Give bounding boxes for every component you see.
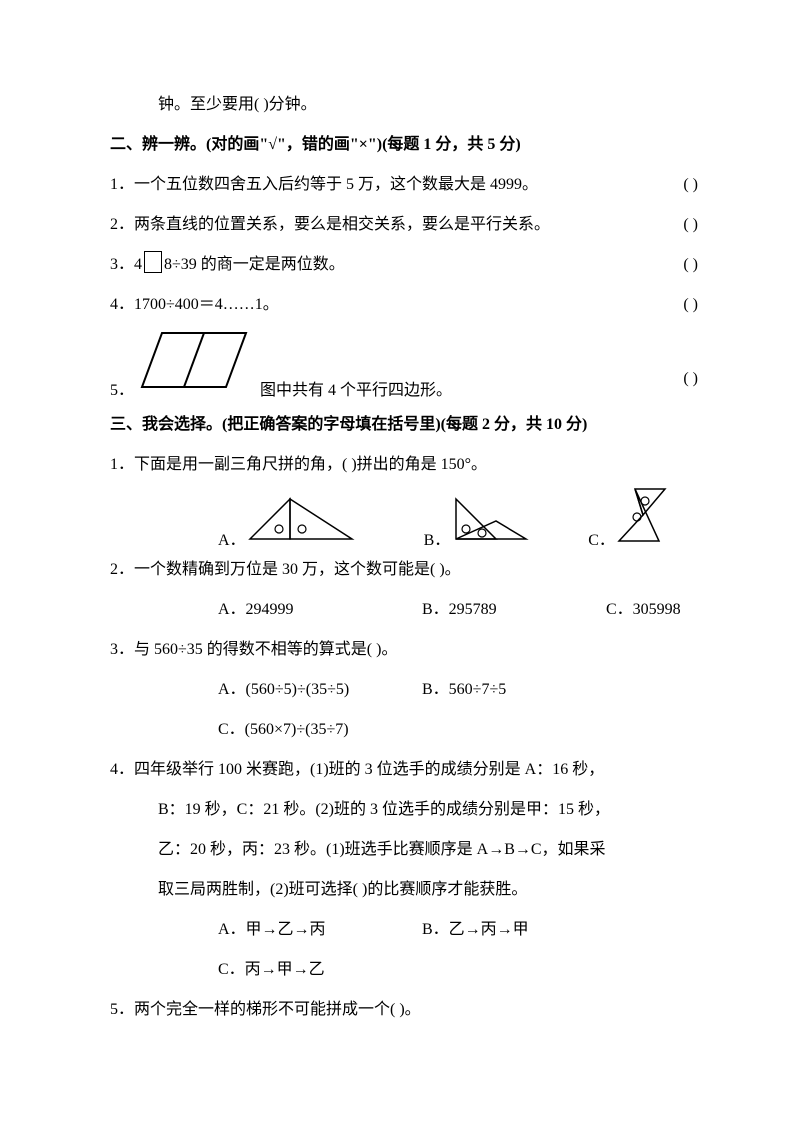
- s3-q4-l2: B：19 秒，C：21 秒。(2)班的 3 位选手的成绩分别是甲：15 秒，: [110, 790, 698, 830]
- s2-q2: 2．两条直线的位置关系，要么是相交关系，要么是平行关系。 ( ): [110, 205, 698, 245]
- s3-q4-optB: B．乙→丙→甲: [422, 910, 602, 950]
- intro-line: 钟。至少要用( )分钟。: [110, 85, 698, 125]
- s3-q1-optB: B．: [424, 531, 451, 550]
- bracket: ( ): [683, 165, 698, 205]
- triangle-a-icon: [246, 493, 356, 550]
- s3-q1-optA: A．: [218, 531, 246, 550]
- s3-q3-options: A．(560÷5)÷(35÷5) B．560÷7÷5 C．(560×7)÷(35…: [110, 670, 698, 750]
- s3-q2: 2．一个数精确到万位是 30 万，这个数可能是( )。: [110, 550, 698, 590]
- s3-q3: 3．与 560÷35 的得数不相等的算式是( )。: [110, 630, 698, 670]
- parallelogram-icon: [134, 325, 254, 399]
- s3-q2-optA: A．294999: [218, 590, 418, 630]
- s3-q1-options: A． B． C．: [110, 485, 698, 550]
- bracket: ( ): [683, 245, 698, 285]
- s2-q5: 5． 图中共有 4 个平行四边形。 ( ): [110, 325, 698, 399]
- section3-title: 三、我会选择。(把正确答案的字母填在括号里)(每题 2 分，共 10 分): [110, 405, 698, 445]
- s3-q2-optB: B．295789: [422, 590, 602, 630]
- s3-q3-optC: C．(560×7)÷(35÷7): [218, 710, 349, 750]
- triangle-c-icon: [615, 485, 671, 550]
- s3-q5: 5．两个完全一样的梯形不可能拼成一个( )。: [110, 990, 698, 1030]
- s3-q4-l1: 4．四年级举行 100 米赛跑，(1)班的 3 位选手的成绩分别是 A：16 秒…: [110, 750, 698, 790]
- s3-q4-options: A．甲→乙→丙 B．乙→丙→甲 C．丙→甲→乙: [110, 910, 698, 990]
- section2-title: 二、辨一辨。(对的画"√"，错的画"×")(每题 1 分，共 5 分): [110, 125, 698, 165]
- s2-q4-text: 4．1700÷400＝4……1。: [110, 296, 279, 313]
- s2-q4: 4．1700÷400＝4……1。 ( ): [110, 285, 698, 325]
- s2-q1: 1．一个五位数四舍五入后约等于 5 万，这个数最大是 4999。 ( ): [110, 165, 698, 205]
- s2-q1-text: 1．一个五位数四舍五入后约等于 5 万，这个数最大是 4999。: [110, 176, 538, 193]
- s3-q4-l4: 取三局两胜制，(2)班可选择( )的比赛顺序才能获胜。: [110, 870, 698, 910]
- triangle-b-icon: [450, 493, 530, 550]
- s3-q1: 1．下面是用一副三角尺拼的角，( )拼出的角是 150°。: [110, 445, 698, 485]
- s2-q3a: 3．4: [110, 256, 142, 273]
- s3-q4-optC: C．丙→甲→乙: [218, 950, 325, 990]
- s3-q2-options: A．294999 B．295789 C．305998: [110, 590, 698, 630]
- bracket: ( ): [683, 205, 698, 245]
- blank-box-icon: [144, 251, 162, 273]
- s3-q2-optC: C．305998: [606, 590, 681, 630]
- s3-q4-l3: 乙：20 秒，丙：23 秒。(1)班选手比赛顺序是 A→B→C，如果采: [110, 830, 698, 870]
- s2-q5-num: 5．: [110, 382, 134, 399]
- s2-q5-text: 图中共有 4 个平行四边形。: [260, 382, 452, 399]
- s2-q2-text: 2．两条直线的位置关系，要么是相交关系，要么是平行关系。: [110, 216, 550, 233]
- s3-q3-optA: A．(560÷5)÷(35÷5): [218, 670, 418, 710]
- s2-q3b: 8÷39 的商一定是两位数。: [164, 256, 345, 273]
- s3-q4-optA: A．甲→乙→丙: [218, 910, 418, 950]
- s3-q3-optB: B．560÷7÷5: [422, 670, 602, 710]
- s3-q1-optC: C．: [588, 531, 615, 550]
- bracket: ( ): [683, 285, 698, 325]
- s2-q3: 3．4 8÷39 的商一定是两位数。 ( ): [110, 245, 698, 285]
- bracket: ( ): [683, 359, 698, 399]
